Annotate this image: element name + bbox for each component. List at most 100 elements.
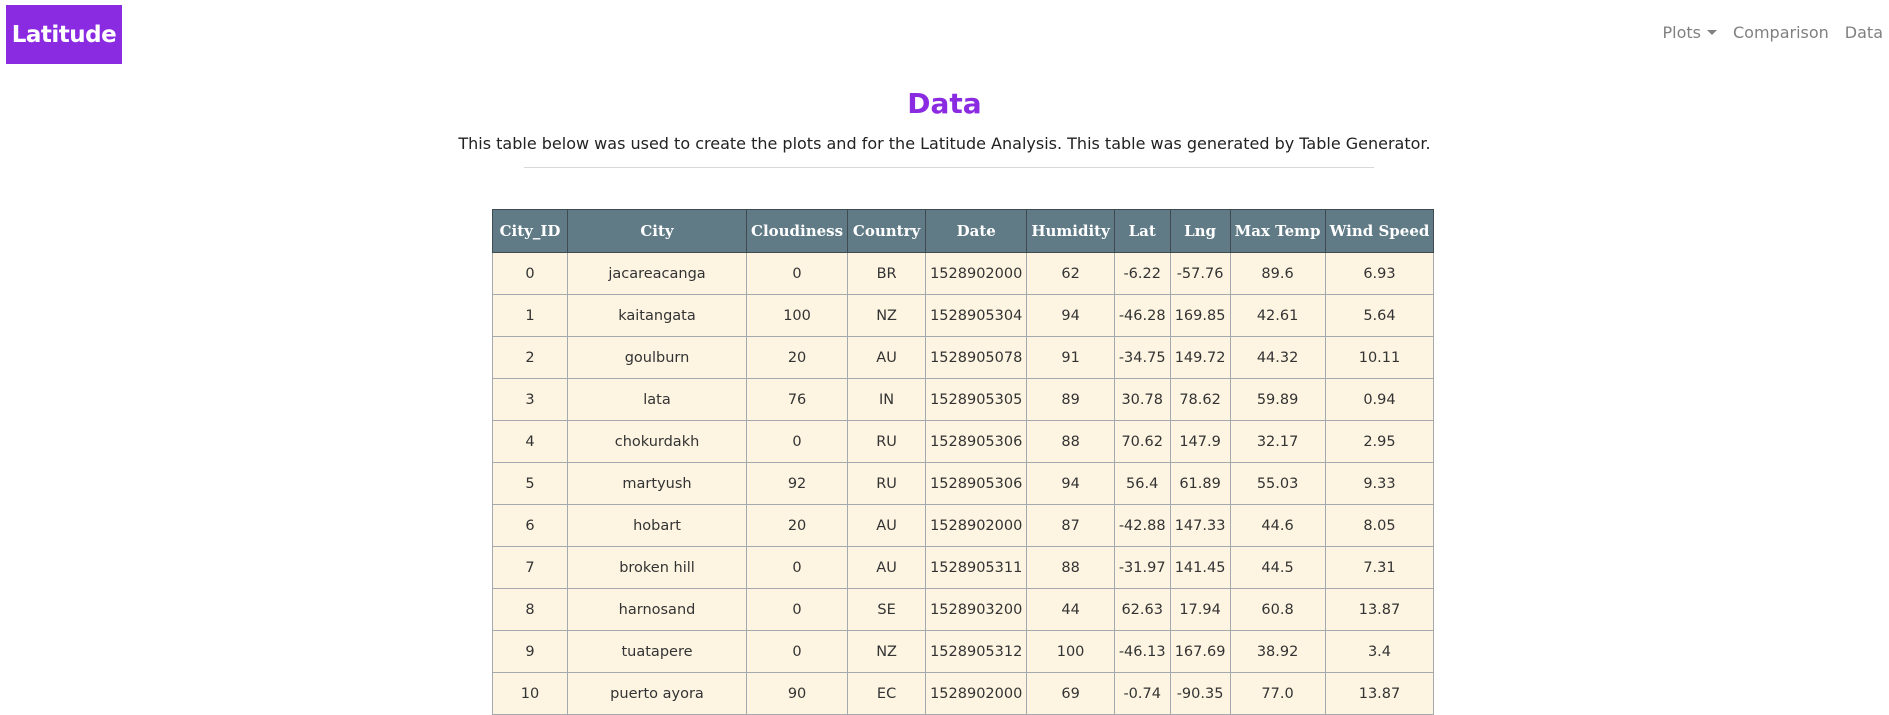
table-cell: 30.78 [1113, 378, 1171, 421]
table-cell: 62 [1026, 252, 1115, 295]
table-cell: 0.94 [1324, 378, 1435, 421]
table-cell: 0 [745, 588, 849, 631]
table-cell: -34.75 [1113, 336, 1171, 379]
table-cell: 167.69 [1169, 630, 1231, 673]
table-cell: 1528902000 [925, 504, 1028, 547]
nav-plots-dropdown[interactable]: Plots [1663, 23, 1717, 42]
table-cell: 2.95 [1324, 420, 1435, 463]
table-row: 6 hobart 20 AU 1528902000 87 -42.88 147.33 44.6 8… [492, 504, 1435, 547]
table-cell: SE [847, 588, 927, 631]
column-header: Wind Speed [1324, 209, 1435, 253]
table-body: 0 jacareacanga 0 BR 1528902000 62 -6.22 -57.76 8… [492, 252, 1435, 715]
nav-links: Plots Comparison Data [1647, 23, 1884, 42]
column-header: Country [847, 209, 927, 253]
table-cell: 1528905305 [925, 378, 1028, 421]
table-cell: 13.87 [1324, 588, 1435, 631]
column-header: Date [925, 209, 1028, 253]
column-header: Lng [1169, 209, 1231, 253]
table-cell: 69 [1026, 672, 1115, 715]
table-cell: harnosand [567, 588, 747, 631]
table-cell: 91 [1026, 336, 1115, 379]
table-cell: 147.33 [1169, 504, 1231, 547]
table-row: 8 harnosand 0 SE 1528903200 44 62.63 17.94 60.8 1… [492, 588, 1435, 631]
table-cell: 92 [745, 462, 849, 505]
table-cell: -31.97 [1113, 546, 1171, 589]
column-header: Max Temp [1229, 209, 1326, 253]
table-row: 10 puerto ayora 90 EC 1528902000 69 -0.74 -90.3… [492, 672, 1435, 715]
table-cell: 169.85 [1169, 294, 1231, 337]
table-cell: 1528905306 [925, 462, 1028, 505]
table-cell: 9.33 [1324, 462, 1435, 505]
table-cell: 62.63 [1113, 588, 1171, 631]
table-cell: tuatapere [567, 630, 747, 673]
table-cell: 10 [492, 672, 568, 715]
table-cell: -46.13 [1113, 630, 1171, 673]
table-cell: RU [847, 420, 927, 463]
table-cell: 0 [745, 252, 849, 295]
page-title: Data [907, 87, 982, 120]
table-cell: 5.64 [1324, 294, 1435, 337]
table-cell: 1 [492, 294, 568, 337]
table-cell: kaitangata [567, 294, 747, 337]
table-cell: 88 [1026, 546, 1115, 589]
table-header-row: City_ID City Cloudiness Country Date Hum… [492, 209, 1435, 253]
table-cell: 94 [1026, 462, 1115, 505]
table-cell: 0 [745, 630, 849, 673]
table-cell: 3 [492, 378, 568, 421]
nav-comparison[interactable]: Comparison [1733, 23, 1829, 42]
table-cell: 0 [745, 420, 849, 463]
navbar: Latitude Plots Comparison Data [0, 0, 1889, 70]
page-description: This table below was used to create the … [458, 134, 1431, 153]
table-cell: -90.35 [1169, 672, 1231, 715]
table-cell: 87 [1026, 504, 1115, 547]
table-cell: 1528905311 [925, 546, 1028, 589]
brand-logo[interactable]: Latitude [6, 5, 122, 64]
table-cell: -6.22 [1113, 252, 1171, 295]
table-cell: 100 [745, 294, 849, 337]
table-cell: AU [847, 504, 927, 547]
table-cell: 1528905304 [925, 294, 1028, 337]
table-cell: -57.76 [1169, 252, 1231, 295]
table-cell: 90 [745, 672, 849, 715]
table-cell: -0.74 [1113, 672, 1171, 715]
table-cell: 42.61 [1229, 294, 1326, 337]
table-cell: 55.03 [1229, 462, 1326, 505]
table-row: 2 goulburn 20 AU 1528905078 91 -34.75 149.72 44.… [492, 336, 1435, 379]
table-cell: NZ [847, 294, 927, 337]
data-table: City_ID City Cloudiness Country Date Hum… [492, 209, 1435, 715]
table-cell: goulburn [567, 336, 747, 379]
table-cell: 20 [745, 504, 849, 547]
table-cell: 147.9 [1169, 420, 1231, 463]
table-cell: 7 [492, 546, 568, 589]
caret-down-icon [1707, 30, 1717, 35]
column-header: City [567, 209, 747, 253]
table-cell: hobart [567, 504, 747, 547]
table-row: 4 chokurdakh 0 RU 1528905306 88 70.62 147.9 32.1… [492, 420, 1435, 463]
table-cell: 56.4 [1113, 462, 1171, 505]
column-header: Humidity [1026, 209, 1115, 253]
table-cell: puerto ayora [567, 672, 747, 715]
page-header: Data This table below was used to create… [0, 86, 1889, 154]
table-cell: 9 [492, 630, 568, 673]
table-cell: 44.32 [1229, 336, 1326, 379]
table-row: 7 broken hill 0 AU 1528905311 88 -31.97 141.45 4… [492, 546, 1435, 589]
column-header: Cloudiness [745, 209, 849, 253]
table-cell: 70.62 [1113, 420, 1171, 463]
divider [524, 167, 1374, 168]
table-cell: 38.92 [1229, 630, 1326, 673]
table-row: 3 lata 76 IN 1528905305 89 30.78 78.62 59.89 0.94 [492, 378, 1435, 421]
table-cell: 78.62 [1169, 378, 1231, 421]
table-cell: 17.94 [1169, 588, 1231, 631]
table-cell: 7.31 [1324, 546, 1435, 589]
nav-data[interactable]: Data [1844, 23, 1883, 42]
table-cell: broken hill [567, 546, 747, 589]
table-cell: BR [847, 252, 927, 295]
table-cell: jacareacanga [567, 252, 747, 295]
table-cell: 44 [1026, 588, 1115, 631]
table-cell: AU [847, 336, 927, 379]
table-cell: 1528905306 [925, 420, 1028, 463]
table-cell: chokurdakh [567, 420, 747, 463]
table-row: 1 kaitangata 100 NZ 1528905304 94 -46.28 169.85… [492, 294, 1435, 337]
table-cell: 0 [492, 252, 568, 295]
table-cell: 4 [492, 420, 568, 463]
